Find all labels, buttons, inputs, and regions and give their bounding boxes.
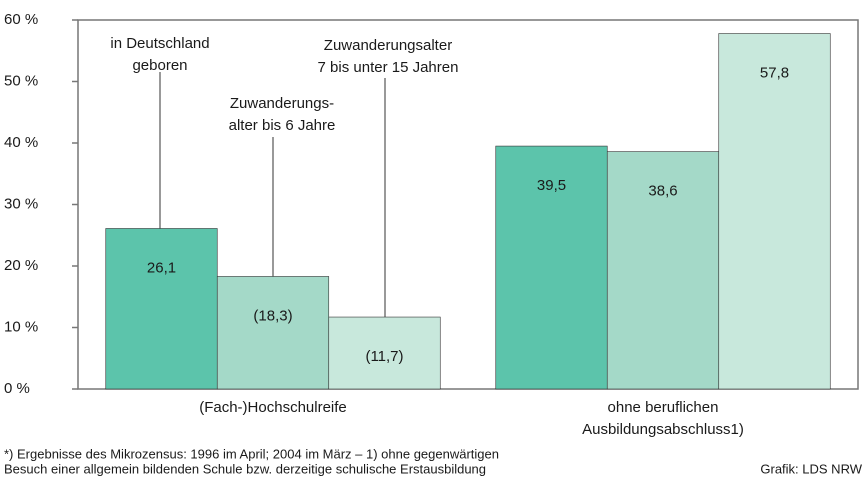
footnote: Besuch einer allgemein bildenden Schule …: [4, 461, 486, 476]
series-label: Zuwanderungsalter 7 bis unter 15 Jahren: [318, 37, 459, 76]
source: Grafik: LDS NRW: [760, 461, 862, 476]
value-label: 57,8: [760, 64, 789, 81]
y-tick-label: 60 %: [4, 11, 38, 28]
bar: [606, 151, 720, 390]
y-tick-label: 20 %: [4, 257, 38, 274]
bar: [328, 316, 441, 390]
y-tick-label: 30 %: [4, 195, 38, 212]
series-label: Zuwanderungs-alter bis 6 Jahre: [229, 95, 336, 134]
x-tick-label: (Fach-)Hochschulreife: [199, 399, 347, 416]
value-label: 26,1: [147, 259, 176, 276]
value-label: (18,3): [253, 307, 292, 324]
y-tick-label: 10 %: [4, 318, 38, 335]
bar: [495, 145, 608, 390]
series-label: in Deutschland geboren: [110, 35, 209, 74]
y-tick-label: 0 %: [4, 380, 30, 397]
value-label: (11,7): [365, 348, 403, 365]
y-tick-label: 40 %: [4, 134, 38, 151]
bar: [718, 33, 831, 390]
value-label: 39,5: [537, 177, 566, 194]
bar: [216, 276, 330, 390]
footnote: *) Ergebnisse des Mikrozensus: 1996 im A…: [4, 446, 499, 461]
bar: [105, 228, 218, 390]
x-tick-label: ohne beruflichen Ausbildungsabschluss1): [582, 399, 744, 438]
value-label: 38,6: [648, 183, 677, 200]
y-tick-label: 50 %: [4, 72, 38, 89]
